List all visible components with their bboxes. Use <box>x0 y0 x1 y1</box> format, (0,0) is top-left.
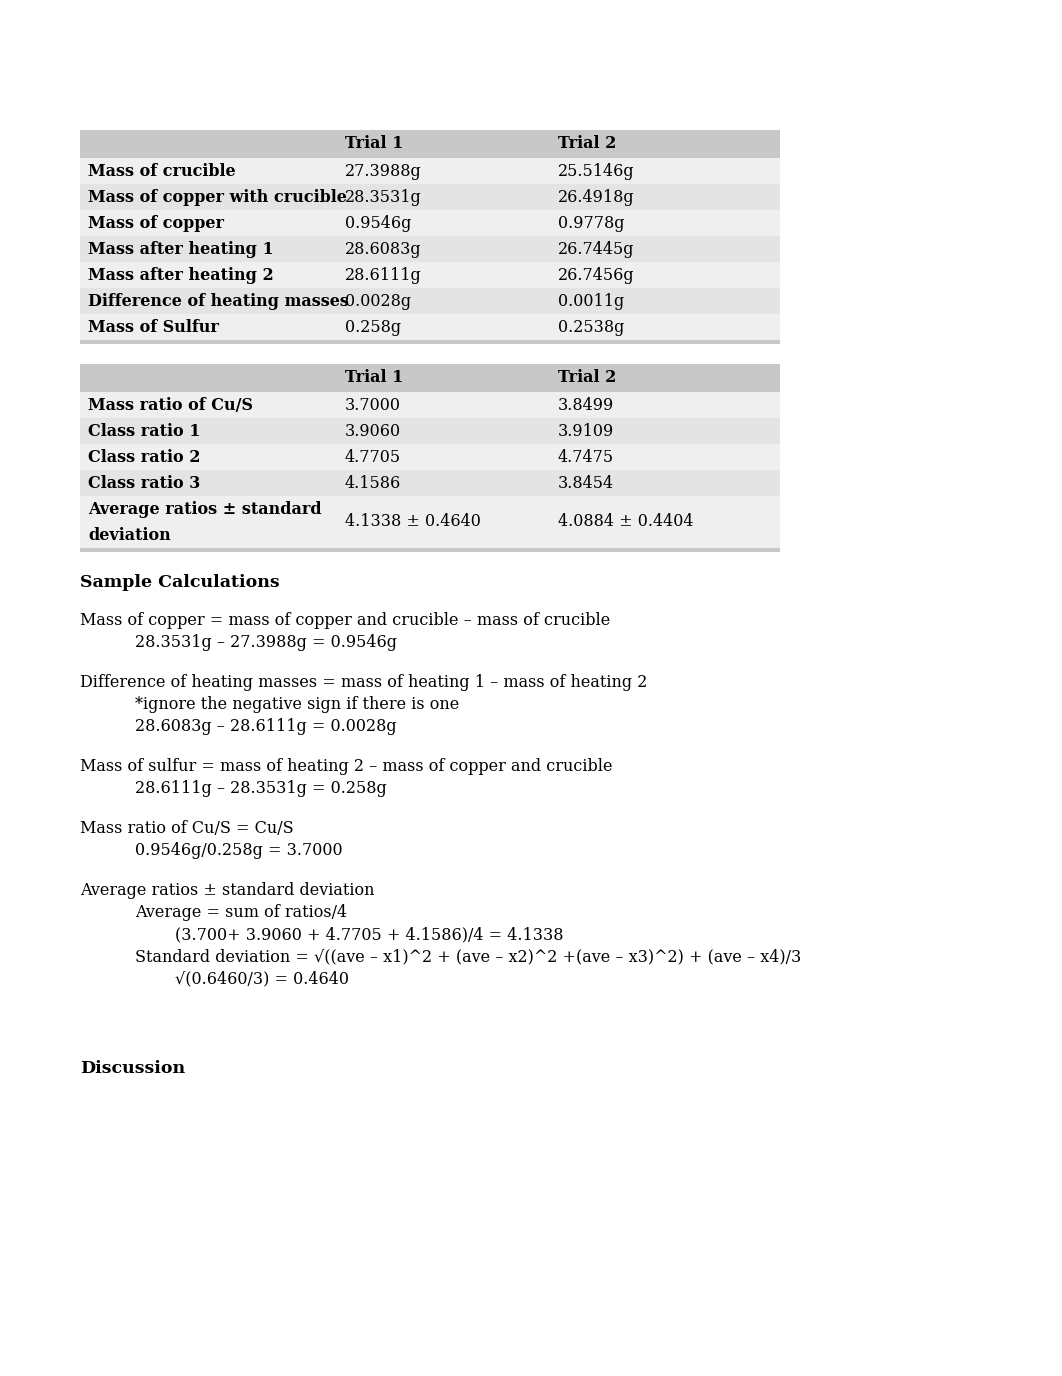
Bar <box>80 418 780 444</box>
Text: 0.0028g: 0.0028g <box>345 293 411 310</box>
Bar <box>80 444 780 471</box>
Text: 25.5146g: 25.5146g <box>558 162 635 179</box>
Text: 0.2538g: 0.2538g <box>558 318 624 336</box>
Text: Trial 1: Trial 1 <box>345 370 404 387</box>
Text: 3.9060: 3.9060 <box>345 422 401 439</box>
Bar <box>80 129 780 344</box>
Text: Mass of Sulfur: Mass of Sulfur <box>88 318 219 336</box>
Text: Mass of copper = mass of copper and crucible – mass of crucible: Mass of copper = mass of copper and cruc… <box>80 612 611 629</box>
Text: Trial 2: Trial 2 <box>558 135 616 153</box>
Text: 28.3531g – 27.3988g = 0.9546g: 28.3531g – 27.3988g = 0.9546g <box>135 634 397 651</box>
Text: 27.3988g: 27.3988g <box>345 162 422 179</box>
Text: Mass of sulfur = mass of heating 2 – mass of copper and crucible: Mass of sulfur = mass of heating 2 – mas… <box>80 758 613 775</box>
Text: Sample Calculations: Sample Calculations <box>80 574 279 592</box>
Bar <box>80 184 780 211</box>
Text: 3.8454: 3.8454 <box>558 475 614 491</box>
Text: 28.6083g: 28.6083g <box>345 241 422 257</box>
Text: Mass after heating 1: Mass after heating 1 <box>88 241 274 257</box>
Text: 26.7456g: 26.7456g <box>558 267 635 283</box>
Bar <box>80 365 780 552</box>
Text: Difference of heating masses: Difference of heating masses <box>88 293 349 310</box>
Bar <box>80 237 780 261</box>
Text: 28.6111g: 28.6111g <box>345 267 422 283</box>
Text: 3.7000: 3.7000 <box>345 396 401 414</box>
Bar <box>80 314 780 340</box>
Bar <box>80 261 780 288</box>
Bar <box>80 471 780 495</box>
Text: 28.6083g – 28.6111g = 0.0028g: 28.6083g – 28.6111g = 0.0028g <box>135 718 396 735</box>
Text: 0.9546g: 0.9546g <box>345 215 411 231</box>
Text: 0.0011g: 0.0011g <box>558 293 624 310</box>
Bar <box>80 158 780 184</box>
Text: Discussion: Discussion <box>80 1060 185 1077</box>
Text: 0.9546g/0.258g = 3.7000: 0.9546g/0.258g = 3.7000 <box>135 842 343 859</box>
Text: Trial 2: Trial 2 <box>558 370 616 387</box>
Text: Class ratio 2: Class ratio 2 <box>88 449 201 465</box>
Text: 4.7475: 4.7475 <box>558 449 614 465</box>
Text: Class ratio 1: Class ratio 1 <box>88 422 201 439</box>
Text: 28.3531g: 28.3531g <box>345 189 422 205</box>
Text: deviation: deviation <box>88 527 171 544</box>
Text: 26.4918g: 26.4918g <box>558 189 635 205</box>
Text: Average ratios ± standard deviation: Average ratios ± standard deviation <box>80 882 375 899</box>
Text: Mass of crucible: Mass of crucible <box>88 162 236 179</box>
Text: Mass of copper with crucible: Mass of copper with crucible <box>88 189 347 205</box>
Text: Trial 1: Trial 1 <box>345 135 404 153</box>
Text: Class ratio 3: Class ratio 3 <box>88 475 201 491</box>
Bar <box>80 129 780 158</box>
Text: Standard deviation = √((ave – x1)^2 + (ave – x2)^2 +(ave – x3)^2) + (ave – x4)/3: Standard deviation = √((ave – x1)^2 + (a… <box>135 948 801 965</box>
Text: Difference of heating masses = mass of heating 1 – mass of heating 2: Difference of heating masses = mass of h… <box>80 674 648 691</box>
Text: Average = sum of ratios/4: Average = sum of ratios/4 <box>135 904 347 921</box>
Bar <box>80 211 780 237</box>
Text: Mass ratio of Cu/S: Mass ratio of Cu/S <box>88 396 253 414</box>
Text: Mass after heating 2: Mass after heating 2 <box>88 267 274 283</box>
Text: Mass ratio of Cu/S = Cu/S: Mass ratio of Cu/S = Cu/S <box>80 820 293 837</box>
Text: Average ratios ± standard: Average ratios ± standard <box>88 501 322 517</box>
Text: 3.8499: 3.8499 <box>558 396 614 414</box>
Text: 4.0884 ± 0.4404: 4.0884 ± 0.4404 <box>558 513 693 531</box>
Text: 4.1586: 4.1586 <box>345 475 401 491</box>
Text: Mass of copper: Mass of copper <box>88 215 224 231</box>
Text: 28.6111g – 28.3531g = 0.258g: 28.6111g – 28.3531g = 0.258g <box>135 780 387 797</box>
Text: 4.7705: 4.7705 <box>345 449 401 465</box>
Bar <box>80 365 780 392</box>
Text: (3.700+ 3.9060 + 4.7705 + 4.1586)/4 = 4.1338: (3.700+ 3.9060 + 4.7705 + 4.1586)/4 = 4.… <box>175 926 564 943</box>
Bar <box>80 288 780 314</box>
Text: 26.7445g: 26.7445g <box>558 241 634 257</box>
Text: *ignore the negative sign if there is one: *ignore the negative sign if there is on… <box>135 696 459 713</box>
Text: 0.258g: 0.258g <box>345 318 401 336</box>
Text: 4.1338 ± 0.4640: 4.1338 ± 0.4640 <box>345 513 481 531</box>
Text: 0.9778g: 0.9778g <box>558 215 624 231</box>
Text: 3.9109: 3.9109 <box>558 422 614 439</box>
Bar <box>80 495 780 548</box>
Bar <box>80 392 780 418</box>
Text: √(0.6460/3) = 0.4640: √(0.6460/3) = 0.4640 <box>175 970 349 987</box>
